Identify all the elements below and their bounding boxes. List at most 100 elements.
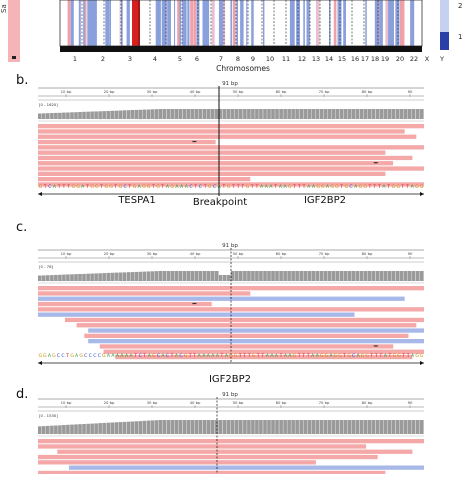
coverage-bar	[399, 109, 404, 119]
sequence-base: G	[246, 184, 250, 190]
coverage-bar	[295, 420, 299, 434]
coverage-bar	[403, 271, 408, 281]
sequence-base: T	[231, 184, 235, 190]
sequence-base: C	[98, 353, 101, 359]
coverage-bar	[218, 420, 223, 434]
coverage-bar	[70, 424, 74, 434]
coverage-bar	[194, 420, 199, 434]
chromosome-tick-label: 18	[371, 55, 379, 63]
read-mismatch	[192, 302, 197, 305]
coverage-bar	[347, 420, 352, 434]
sequence-base: G	[72, 184, 76, 190]
sequence-base: G	[43, 353, 47, 359]
heatmap-stripe	[211, 0, 215, 46]
coverage-bar	[174, 109, 179, 119]
aligned-read	[38, 145, 424, 150]
coverage-bar	[214, 109, 219, 119]
coverage-bar	[251, 271, 255, 281]
coverage-bar	[134, 421, 139, 434]
sequence-base: T	[302, 184, 306, 190]
sequence-base: T	[254, 184, 258, 190]
heatmap-stripe	[388, 0, 392, 46]
coverage-bar	[66, 112, 70, 120]
heatmap-stripe	[236, 0, 238, 46]
heatmap-stripe	[410, 0, 415, 46]
heatmap-stripe	[193, 0, 197, 46]
coverage-bar	[279, 271, 283, 281]
sequence-base: T	[57, 184, 61, 190]
aligned-read	[38, 296, 405, 301]
coverage-bar	[231, 420, 235, 434]
coverage-bar	[303, 271, 308, 281]
sequence-base: T	[387, 353, 391, 359]
colorbar-light	[440, 0, 449, 32]
coverage-bar	[311, 109, 316, 119]
coverage-bar	[110, 422, 115, 434]
coverage-bar	[391, 271, 396, 281]
sequence-base: G	[345, 184, 349, 190]
sequence-base: G	[252, 353, 256, 359]
gene-span-arrow-right	[420, 361, 424, 365]
coverage-bar	[206, 109, 211, 119]
sequence-base: T	[256, 353, 260, 359]
sequence-base: C	[157, 353, 160, 359]
coverage-bar	[295, 109, 299, 119]
bp-label: 91 bp	[222, 243, 238, 249]
coverage-bar	[255, 271, 259, 281]
sequence-base: T	[113, 184, 117, 190]
sequence-base: T	[378, 353, 382, 359]
coverage-bar	[174, 271, 179, 281]
coverage-bar	[42, 275, 46, 282]
heatmap-stripe	[91, 0, 94, 46]
coverage-bar	[283, 420, 287, 434]
aligned-read	[38, 454, 378, 460]
heatmap-stripe	[375, 0, 379, 46]
coverage-bar	[383, 109, 388, 119]
sequence-base: T	[273, 184, 277, 190]
coverage-bar	[411, 109, 416, 119]
heatmap-stripe	[87, 0, 92, 46]
aligned-read	[38, 134, 417, 139]
aligned-read	[103, 349, 424, 354]
coverage-bar	[142, 271, 147, 281]
coverage-bar	[58, 425, 62, 435]
coverage-bar	[166, 420, 171, 434]
coverage-bar	[371, 109, 376, 119]
coverage-bar	[70, 274, 74, 281]
coverage-bar	[202, 109, 207, 119]
coverage-bar	[239, 271, 243, 281]
panel-b-letter: b.	[16, 73, 28, 88]
sequence-base: G	[316, 184, 320, 190]
sequence-base: G	[397, 353, 401, 359]
chromosome-tick-label: 7	[219, 55, 223, 63]
coverage-bar	[359, 271, 364, 281]
coverage-bar	[66, 424, 70, 434]
coverage-bar	[202, 420, 207, 434]
coverage-bar	[251, 420, 255, 434]
coverage-bar	[146, 271, 151, 281]
coverage-bar	[307, 420, 312, 434]
heatmap-stripe	[303, 0, 305, 46]
coverage-range-label: [0 - 1530]	[39, 413, 58, 418]
sequence-base: T	[377, 184, 381, 190]
coverage-bar	[351, 109, 356, 119]
panel-c-letter: c.	[16, 220, 27, 235]
sequence-base: A	[75, 353, 79, 359]
sequence-base: A	[329, 353, 333, 359]
sequence-base: A	[211, 353, 215, 359]
coverage-bar	[118, 422, 123, 434]
coverage-bar	[170, 271, 175, 281]
coverage-bar	[339, 420, 344, 434]
chromosome-tick-label: 14	[325, 55, 333, 63]
coverage-bar	[327, 109, 332, 119]
heatmap-stripe	[219, 0, 221, 46]
coverage-bar	[271, 109, 275, 119]
coverage-bar	[110, 272, 115, 281]
coverage-bar	[218, 109, 223, 119]
sequence-base: C	[61, 353, 64, 359]
sequence-base: T	[386, 184, 390, 190]
coverage-bar	[351, 420, 356, 434]
coverage-bar	[150, 109, 155, 119]
coverage-bar	[178, 271, 183, 281]
coverage-bar	[114, 272, 119, 281]
